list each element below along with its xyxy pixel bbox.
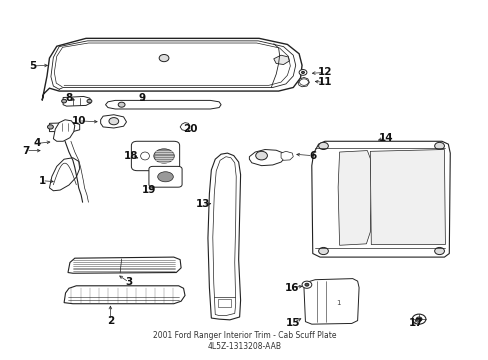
Polygon shape (304, 279, 358, 324)
Circle shape (305, 283, 308, 286)
Circle shape (301, 71, 304, 73)
Circle shape (118, 102, 125, 107)
Ellipse shape (141, 152, 149, 160)
Circle shape (47, 125, 53, 129)
Text: 17: 17 (408, 318, 423, 328)
Circle shape (255, 151, 267, 160)
Text: 2001 Ford Ranger Interior Trim - Cab Scuff Plate
4L5Z-1313208-AAB: 2001 Ford Ranger Interior Trim - Cab Scu… (152, 330, 336, 351)
Circle shape (302, 281, 311, 288)
Polygon shape (281, 151, 293, 160)
Text: 9: 9 (138, 93, 145, 103)
Text: 4: 4 (34, 139, 41, 148)
Circle shape (434, 247, 444, 255)
Text: 6: 6 (308, 150, 316, 161)
Polygon shape (63, 96, 91, 106)
Ellipse shape (154, 149, 174, 163)
Text: 18: 18 (124, 150, 138, 161)
Polygon shape (298, 77, 309, 87)
Polygon shape (49, 158, 80, 191)
Polygon shape (49, 123, 80, 132)
Circle shape (61, 99, 66, 103)
Text: 8: 8 (65, 93, 72, 103)
Text: 16: 16 (285, 283, 299, 293)
Polygon shape (369, 149, 445, 244)
Polygon shape (337, 150, 370, 245)
Circle shape (299, 69, 306, 75)
Text: 1: 1 (39, 176, 46, 186)
Text: 14: 14 (378, 133, 392, 143)
FancyBboxPatch shape (149, 166, 182, 187)
Circle shape (415, 317, 421, 321)
Circle shape (318, 247, 328, 255)
Text: 19: 19 (142, 185, 156, 195)
Ellipse shape (158, 172, 173, 182)
Text: 20: 20 (183, 124, 198, 134)
Text: 13: 13 (195, 199, 210, 210)
Circle shape (109, 118, 119, 125)
Text: 1: 1 (335, 300, 340, 306)
Polygon shape (68, 257, 181, 273)
Text: 2: 2 (106, 316, 114, 325)
Text: 10: 10 (71, 116, 86, 126)
Text: 15: 15 (285, 318, 300, 328)
Text: 11: 11 (317, 77, 331, 87)
Circle shape (87, 99, 92, 103)
Text: 12: 12 (317, 67, 331, 77)
Circle shape (434, 142, 444, 149)
Polygon shape (207, 153, 240, 320)
Polygon shape (101, 115, 126, 128)
Polygon shape (42, 39, 302, 100)
Polygon shape (311, 141, 449, 257)
Text: 3: 3 (125, 277, 132, 287)
Circle shape (159, 54, 168, 62)
Text: 5: 5 (29, 61, 36, 71)
Polygon shape (273, 55, 289, 64)
FancyBboxPatch shape (131, 141, 179, 171)
Polygon shape (53, 120, 75, 141)
Polygon shape (64, 286, 184, 304)
Polygon shape (105, 100, 221, 109)
Polygon shape (180, 123, 189, 131)
Polygon shape (249, 149, 285, 166)
Circle shape (411, 314, 425, 324)
Circle shape (318, 142, 328, 149)
Text: 7: 7 (22, 145, 30, 156)
